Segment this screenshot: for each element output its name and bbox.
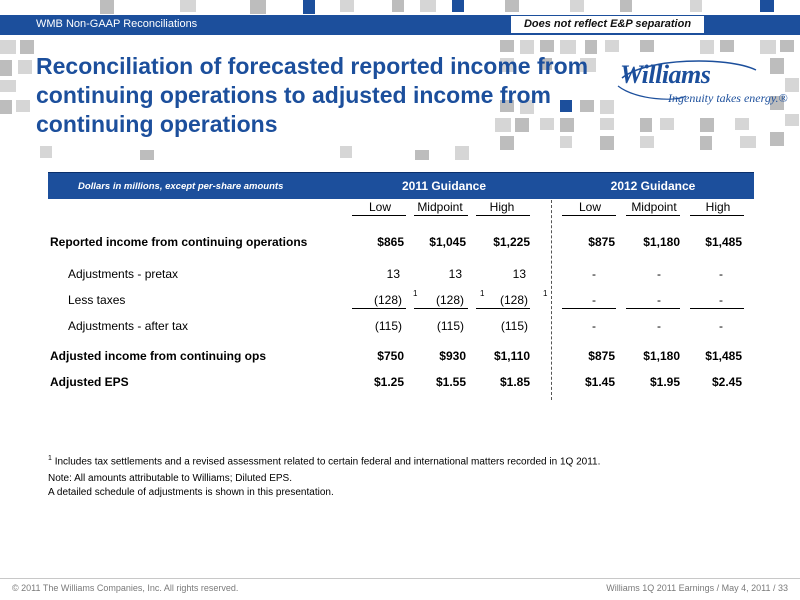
- table-cell: -: [592, 319, 596, 333]
- logo-tagline: Ingenuity takes energy.®: [668, 91, 788, 105]
- row-label-adjusted-income: Adjusted income from continuing ops: [50, 349, 266, 363]
- footnote-marker: 1: [413, 289, 418, 298]
- subtotal-rule: [626, 308, 680, 309]
- guidance-year-separator: [551, 200, 552, 400]
- table-cell: $750: [377, 349, 404, 363]
- row-label-adjustments-pretax: Adjustments - pretax: [68, 267, 179, 281]
- subtotal-rule: [414, 308, 468, 309]
- row-label-adjustments-after-tax: Adjustments - after tax: [68, 319, 189, 333]
- col-header-2012-midpoint: Midpoint: [631, 200, 677, 214]
- table-cell: $1,485: [705, 349, 742, 363]
- table-cell: -: [719, 319, 723, 333]
- schedule-note: A detailed schedule of adjustments is sh…: [48, 487, 334, 498]
- footnote-text: Includes tax settlements and a revised a…: [54, 456, 601, 468]
- table-cell: -: [719, 267, 723, 281]
- table-cell: $875: [588, 235, 615, 249]
- table-cell: $1.85: [499, 375, 530, 389]
- logo-swoosh-icon: [617, 60, 757, 100]
- table-cell: $1,180: [643, 349, 680, 363]
- table-cell: $1.55: [435, 375, 466, 389]
- footer-divider: [0, 578, 800, 579]
- table-cell: -: [657, 293, 661, 307]
- col-header-underline: [414, 215, 468, 216]
- table-cell: 13: [512, 267, 526, 281]
- table-cell: $875: [588, 349, 615, 363]
- table-cell: (115): [436, 319, 464, 333]
- col-header-underline: [562, 215, 616, 216]
- subtotal-rule: [476, 308, 530, 309]
- col-header-underline: [626, 215, 680, 216]
- group-2011-guidance: 2011 Guidance: [401, 179, 487, 193]
- logo-wordmark: Williams: [620, 60, 711, 89]
- table-cell: -: [657, 319, 661, 333]
- decorative-tile-mosaic: [0, 0, 799, 160]
- footnote-marker: 1: [543, 289, 548, 298]
- table-cell: $1,225: [493, 235, 530, 249]
- table-cell: $2.45: [711, 375, 742, 389]
- col-header-2011-low: Low: [368, 200, 391, 214]
- table-cell: (115): [374, 319, 402, 333]
- attribution-note: Note: All amounts attributable to Willia…: [48, 473, 292, 484]
- table-cell: 13: [448, 267, 462, 281]
- row-label-less-taxes: Less taxes: [68, 293, 126, 307]
- col-header-underline: [690, 215, 744, 216]
- table-cell: $1.45: [584, 375, 615, 389]
- col-header-underline: [352, 215, 406, 216]
- subtotal-rule: [352, 308, 406, 309]
- col-header-2011-midpoint: Midpoint: [417, 200, 463, 214]
- presentation-footer: Williams 1Q 2011 Earnings / May 4, 2011 …: [606, 583, 788, 593]
- footnote-marker: 1: [480, 289, 485, 298]
- table-cell: -: [592, 293, 596, 307]
- col-header-underline: [476, 215, 530, 216]
- slide-title: Reconciliation of forecasted reported in…: [36, 53, 589, 137]
- section-title: WMB Non-GAAP Reconciliations: [36, 18, 198, 30]
- table-cell: -: [719, 293, 723, 307]
- table-cell: -: [657, 267, 661, 281]
- subtotal-rule: [690, 308, 744, 309]
- col-header-2012-low: Low: [578, 200, 601, 214]
- table-cell: $865: [377, 235, 404, 249]
- table-cell: $1,045: [429, 235, 466, 249]
- subtotal-rule: [562, 308, 616, 309]
- table-cell: $1,485: [705, 235, 742, 249]
- units-note: Dollars in millions, except per-share am…: [78, 181, 284, 192]
- row-label-reported-income: Reported income from continuing operatio…: [50, 235, 308, 249]
- table-cell: $930: [439, 349, 466, 363]
- row-label-adjusted-eps: Adjusted EPS: [50, 375, 129, 389]
- table-header-band: Dollars in millions, except per-share am…: [48, 172, 754, 199]
- footnote-marker: 1: [48, 455, 52, 462]
- group-2012-guidance: 2012 Guidance: [610, 179, 696, 193]
- table-cell: $1.95: [649, 375, 680, 389]
- table-cell: (128): [373, 293, 402, 307]
- table-cell: 13: [386, 267, 400, 281]
- williams-logo: Williams Ingenuity takes energy.®: [616, 60, 788, 112]
- table-cell: (115): [500, 319, 528, 333]
- table-cell: (128): [435, 293, 464, 307]
- table-cell: $1,180: [643, 235, 680, 249]
- separation-notice-badge: Does not reflect E&P separation: [510, 15, 705, 34]
- col-header-2011-high: High: [489, 200, 515, 214]
- table-cell: (128): [499, 293, 528, 307]
- table-cell: -: [592, 267, 596, 281]
- col-header-2012-high: High: [705, 200, 731, 214]
- table-cell: $1.25: [373, 375, 404, 389]
- table-cell: $1,110: [493, 349, 530, 363]
- footnote-1: 1 Includes tax settlements and a revised…: [48, 455, 600, 467]
- copyright-text: © 2011 The Williams Companies, Inc. All …: [12, 583, 239, 593]
